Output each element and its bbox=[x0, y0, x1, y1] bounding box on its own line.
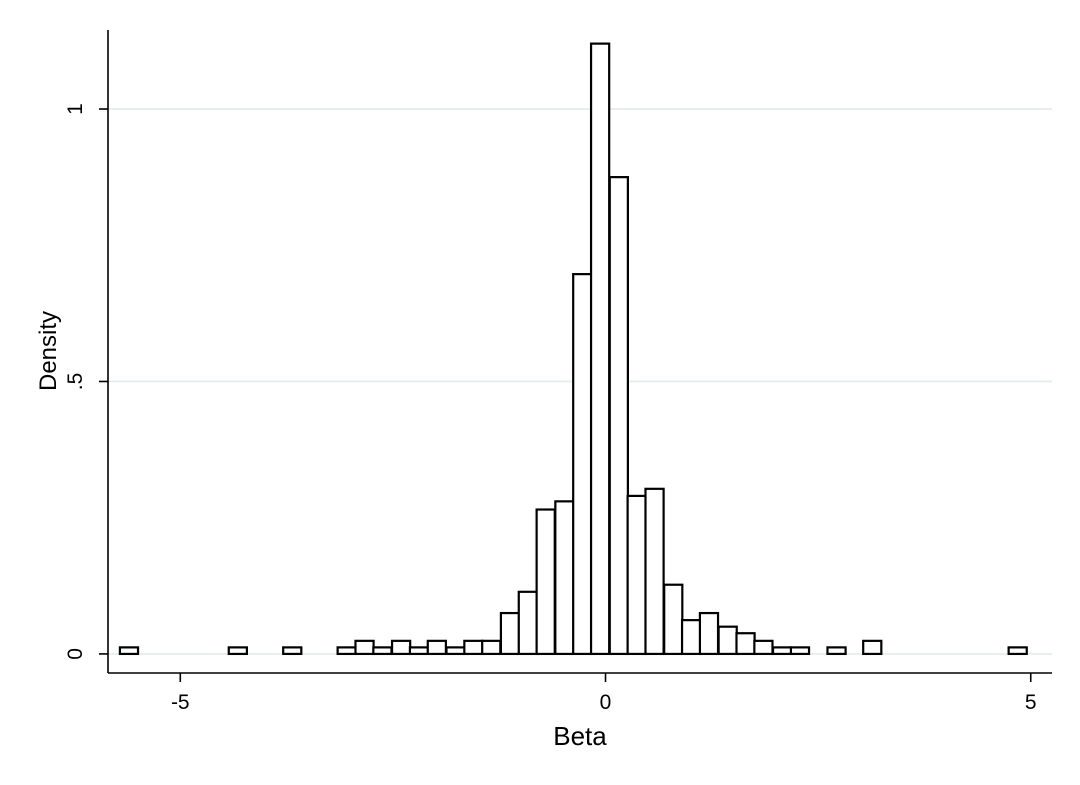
histogram-bar bbox=[680, 619, 702, 656]
histogram-bar bbox=[554, 500, 575, 656]
x-axis-ticks: -5 0 5 bbox=[171, 673, 1037, 714]
histogram-bar bbox=[862, 639, 883, 656]
y-axis-ticks: 0.51 bbox=[64, 103, 108, 660]
histogram-bar bbox=[608, 176, 629, 656]
histogram-bar bbox=[227, 646, 248, 656]
histogram-bar bbox=[481, 639, 502, 656]
histogram-bar bbox=[789, 646, 811, 656]
histogram-bar bbox=[336, 646, 357, 656]
histogram-bar bbox=[282, 646, 303, 656]
histogram-bar bbox=[572, 273, 593, 656]
histogram-bar bbox=[408, 646, 430, 656]
histogram-bar bbox=[445, 646, 466, 656]
y-axis-title: Density bbox=[35, 311, 62, 391]
histogram-bar bbox=[753, 639, 774, 656]
axes bbox=[107, 30, 1052, 674]
histogram-bar bbox=[118, 646, 140, 656]
y-tick-label: 1 bbox=[64, 103, 87, 115]
histogram-bars bbox=[118, 42, 1028, 656]
histogram-bar bbox=[698, 611, 720, 656]
histogram-bar bbox=[1007, 646, 1028, 656]
histogram-bar bbox=[390, 639, 412, 656]
x-tick-label: -5 bbox=[171, 691, 190, 714]
histogram-bar bbox=[517, 590, 538, 656]
histogram-bar bbox=[372, 646, 393, 656]
histogram-bar bbox=[735, 632, 756, 656]
x-axis-title: Beta bbox=[553, 721, 607, 751]
histogram-bar bbox=[771, 646, 793, 656]
x-tick-label: 0 bbox=[600, 691, 612, 714]
histogram-bar bbox=[499, 611, 521, 656]
histogram-bar bbox=[826, 646, 847, 656]
histogram-bar bbox=[626, 494, 647, 656]
x-tick-label: 5 bbox=[1025, 691, 1037, 714]
histogram-bar bbox=[663, 583, 684, 656]
y-tick-label: .5 bbox=[64, 373, 87, 391]
histogram-bar bbox=[463, 639, 484, 656]
histogram-bar bbox=[535, 508, 556, 656]
histogram-bar bbox=[426, 639, 447, 656]
histogram-bar bbox=[644, 487, 665, 656]
y-tick-label: 0 bbox=[64, 648, 87, 660]
histogram-bar bbox=[354, 639, 375, 656]
histogram-bar bbox=[717, 625, 738, 656]
histogram-bar bbox=[589, 42, 611, 656]
